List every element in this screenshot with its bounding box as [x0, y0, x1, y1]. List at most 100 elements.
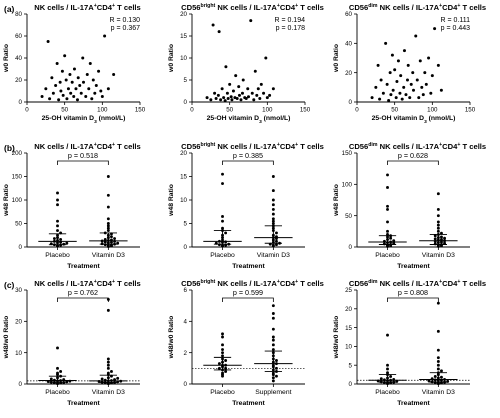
data-point [106, 87, 110, 91]
data-point [271, 217, 275, 221]
data-point [221, 371, 224, 375]
title-part: NK cells / IL-17A [215, 142, 277, 151]
data-point [386, 363, 389, 367]
x-axis-label: 25-OH vitamin D3 (nmol/L) [207, 115, 291, 125]
x-label-part: 25-OH vitamin D [372, 115, 425, 122]
data-point [51, 91, 55, 95]
data-point [87, 87, 91, 91]
data-point [226, 96, 230, 100]
significance-bracket [222, 160, 274, 165]
data-point [389, 93, 393, 97]
data-point [221, 348, 224, 351]
data-point [399, 74, 403, 78]
y-axis-label: w48 Ratio [3, 184, 10, 217]
data-point [264, 56, 268, 60]
chart-panel-a3: 0 20 40 60 w0 Ratio 0 50 100 150 25-OH vitamin D3… [333, 11, 476, 124]
p-value-label: p = 0.808 [398, 288, 428, 297]
data-point [412, 88, 415, 92]
title-part: CD56 [181, 142, 200, 151]
data-point [436, 301, 440, 305]
y-tick-label: 150 [342, 150, 353, 157]
data-point [106, 217, 110, 221]
data-point [271, 316, 275, 320]
data-point [100, 95, 104, 98]
y-axis-label: w0 Ratio [168, 44, 175, 73]
data-point [392, 241, 396, 245]
title-part: CD56 [349, 3, 368, 12]
data-point [106, 357, 110, 361]
data-point [93, 91, 97, 95]
data-point [421, 93, 425, 97]
title-superscript: + [277, 3, 280, 9]
data-point [57, 98, 61, 102]
y-axis-label: w48 Ratio [168, 184, 175, 217]
title-part: T cells [115, 142, 141, 151]
data-point [271, 371, 275, 375]
data-point [386, 229, 389, 233]
data-point [244, 96, 248, 100]
data-point [106, 244, 110, 248]
y-tick-label: 10 [180, 55, 187, 62]
data-point [436, 63, 440, 67]
data-point [409, 82, 413, 86]
title-superscript: + [94, 3, 97, 9]
data-point [63, 54, 67, 58]
x-axis-label: Treatment [397, 263, 430, 270]
data-point [59, 89, 63, 93]
data-point [78, 84, 82, 87]
data-point [112, 73, 116, 76]
data-point [213, 91, 217, 95]
y-tick-label: 15 [345, 325, 352, 332]
title-part: T cells [115, 279, 141, 288]
data-point [217, 362, 221, 366]
data-point [394, 96, 398, 100]
data-point [271, 222, 275, 225]
data-point [258, 96, 262, 100]
data-point [436, 329, 440, 333]
data-point [268, 93, 272, 97]
data-point [221, 354, 224, 358]
title-superscript: + [457, 3, 460, 9]
data-point [440, 369, 443, 373]
data-point [219, 98, 223, 102]
data-point [106, 371, 110, 375]
data-point [110, 240, 113, 244]
data-point [386, 220, 389, 224]
data-point [381, 91, 385, 95]
data-point [228, 82, 232, 86]
data-point [433, 375, 437, 378]
y-tick-label: 100 [12, 197, 23, 204]
title-part: NK cells / IL-17A [34, 142, 94, 151]
data-point [393, 68, 397, 72]
title-part: CD4 [97, 3, 113, 12]
title-superscript: + [439, 142, 442, 148]
data-point [217, 366, 221, 370]
title-part: CD56 [349, 142, 368, 151]
data-point [221, 226, 224, 230]
data-point [209, 98, 213, 102]
data-point [70, 80, 74, 84]
data-point [91, 78, 95, 82]
y-tick-label: 20 [15, 77, 22, 84]
data-point [414, 34, 418, 38]
data-point [222, 96, 226, 100]
data-point [214, 96, 218, 100]
data-point [271, 348, 275, 351]
data-point [221, 244, 224, 248]
chart-panel-b2: 0 5 10 15 20 w48 Ratio Placebo Vitamin D3 Treatm… [168, 150, 305, 270]
data-point [103, 34, 107, 38]
y-tick-label: 50 [345, 213, 352, 220]
data-point [106, 366, 110, 370]
data-point [384, 41, 388, 45]
data-point [106, 175, 110, 178]
significance-bracket [57, 160, 109, 165]
title-part: NK cells / IL-17A [34, 3, 94, 12]
data-point [247, 95, 250, 99]
data-point [82, 80, 85, 84]
data-point [56, 366, 59, 370]
data-point [224, 359, 228, 362]
data-point [221, 215, 224, 218]
data-point [205, 96, 209, 100]
data-point [378, 97, 382, 101]
